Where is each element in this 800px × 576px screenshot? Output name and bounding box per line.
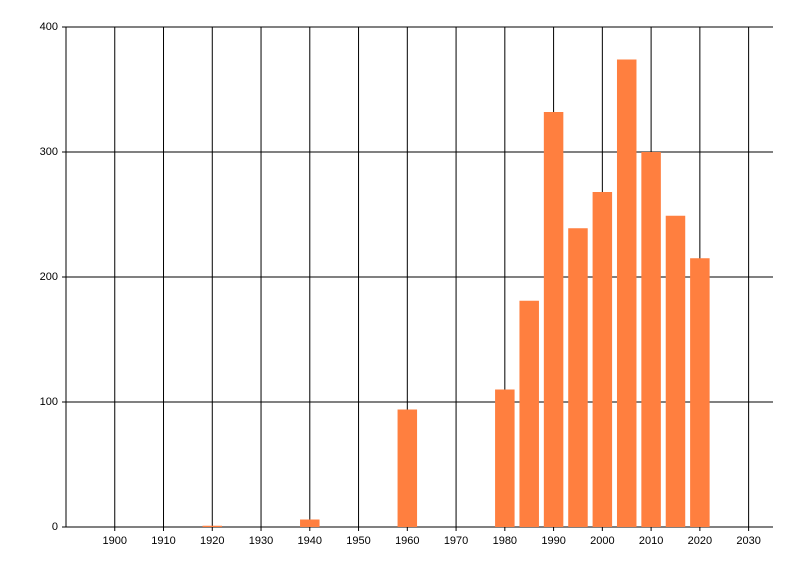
bar <box>690 258 710 527</box>
x-tick-label: 1980 <box>493 535 517 547</box>
bar <box>300 519 320 527</box>
x-tick-label: 2030 <box>736 535 760 547</box>
bar <box>641 152 661 527</box>
bar <box>568 228 588 527</box>
y-tick-label: 300 <box>40 146 58 158</box>
x-tick-label: 1960 <box>395 535 419 547</box>
bar <box>519 300 539 527</box>
x-tick-label: 2020 <box>688 535 712 547</box>
bar <box>543 112 564 527</box>
bar <box>665 215 686 527</box>
y-tick-label: 200 <box>40 271 58 283</box>
bar <box>616 59 637 527</box>
x-tick-label: 1970 <box>444 535 468 547</box>
y-tick-label: 100 <box>40 396 58 408</box>
y-tick-label: 0 <box>52 521 58 533</box>
x-tick-label: 1900 <box>103 535 127 547</box>
bar <box>397 409 418 527</box>
bar <box>202 525 223 527</box>
x-tick-label: 2010 <box>639 535 663 547</box>
x-tick-label: 1920 <box>200 535 224 547</box>
bar <box>495 389 515 527</box>
y-tick-label: 400 <box>40 21 58 33</box>
x-tick-label: 2000 <box>590 535 614 547</box>
bar <box>592 192 613 527</box>
x-tick-label: 1990 <box>541 535 565 547</box>
x-tick-label: 1930 <box>249 535 273 547</box>
x-tick-label: 1940 <box>298 535 322 547</box>
x-tick-label: 1950 <box>346 535 370 547</box>
x-tick-label: 1910 <box>151 535 175 547</box>
